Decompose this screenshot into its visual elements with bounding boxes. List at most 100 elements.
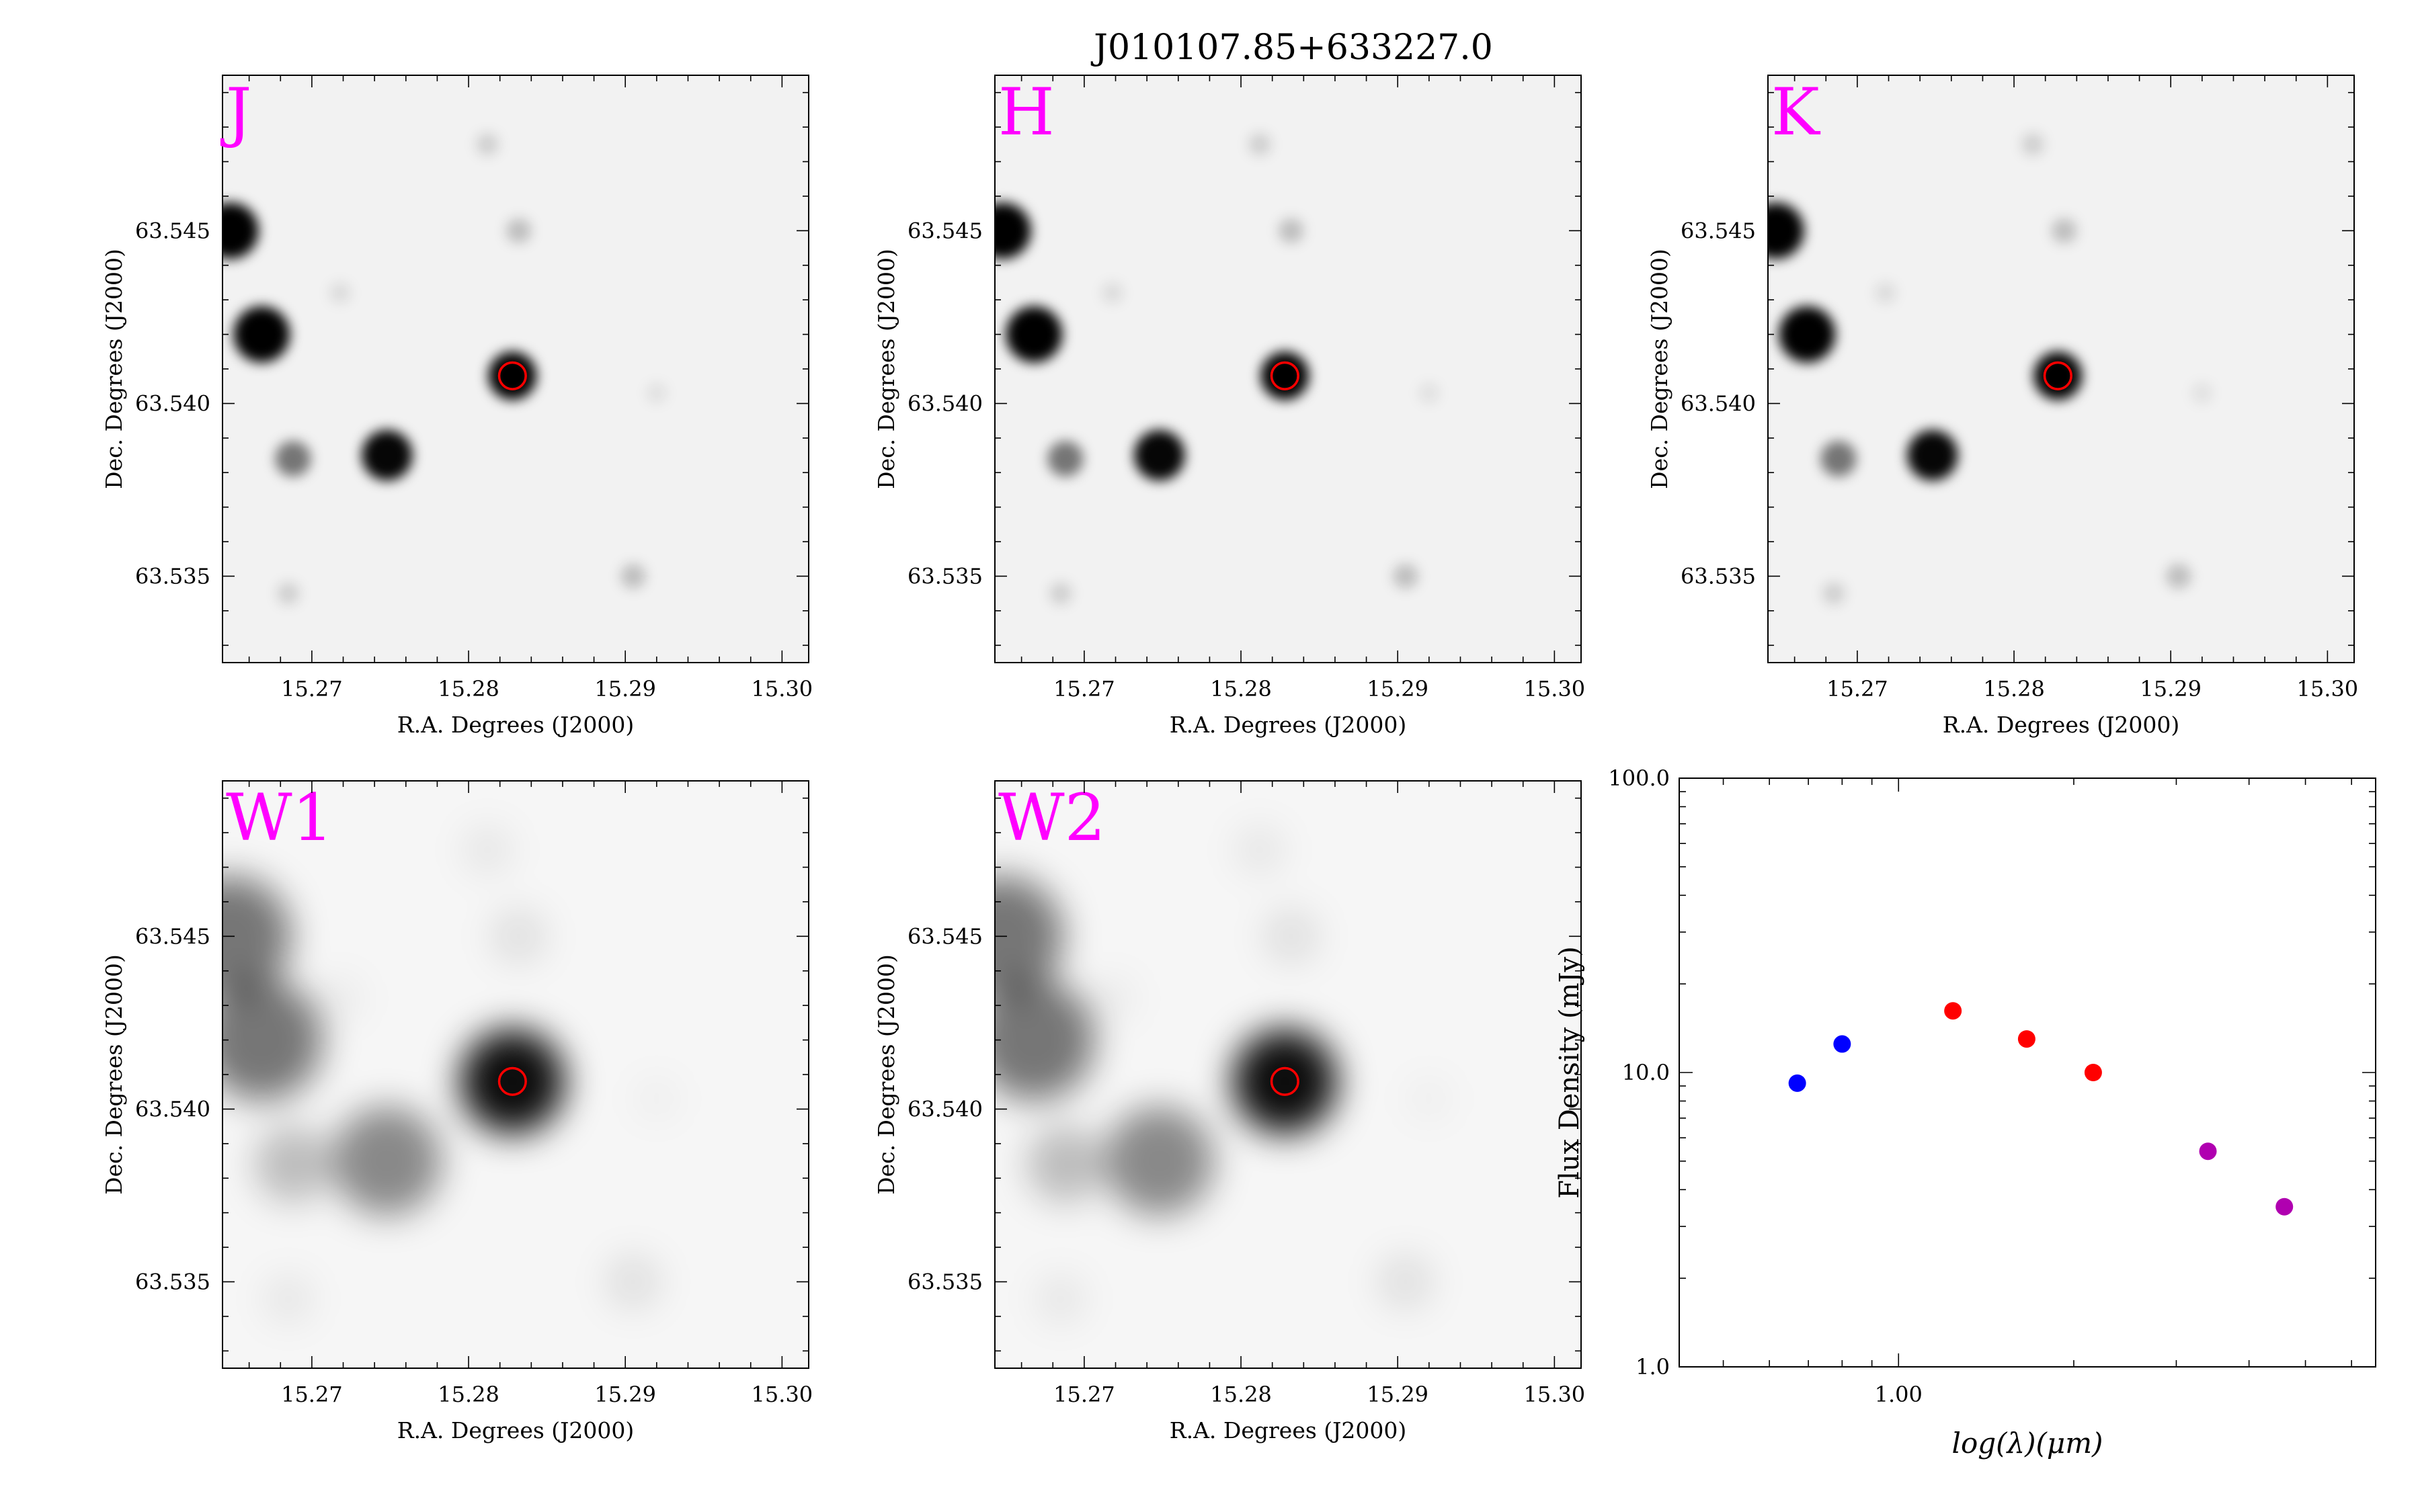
source-blob <box>223 979 323 1101</box>
band-label: W2 <box>998 780 1106 855</box>
source-blob <box>1104 1106 1214 1216</box>
source-blob <box>362 429 413 481</box>
source-blob <box>1234 825 1285 876</box>
source-blob <box>1101 282 1124 304</box>
source-blob <box>995 979 1095 1101</box>
sed-x-axis-label: log(λ)(μm) <box>1952 1427 2103 1460</box>
target-marker <box>2043 361 2072 390</box>
source-blob <box>1134 429 1185 481</box>
x-tick-label: 15.28 <box>438 1382 499 1407</box>
x-tick-label: 15.27 <box>281 676 343 702</box>
x-tick-label: 15.28 <box>438 676 499 702</box>
source-blob <box>1378 1254 1433 1310</box>
y-axis-label: Dec. Degrees (J2000) <box>873 954 899 1195</box>
sed-series-0 <box>1788 1035 1851 1092</box>
source-blob <box>2033 351 2083 401</box>
x-tick-label: 15.27 <box>281 1382 343 1407</box>
source-blob <box>1232 1029 1338 1134</box>
source-blob <box>646 382 668 404</box>
x-tick-label: 15.30 <box>1524 1382 1586 1407</box>
x-tick-label: 15.27 <box>1053 676 1115 702</box>
source-blob <box>1822 581 1846 605</box>
sed-x-tick-label: 1.00 <box>1875 1382 1923 1407</box>
source-blob <box>995 202 1031 259</box>
x-axis-label: R.A. Degrees (J2000) <box>397 712 634 738</box>
y-tick-label: 63.540 <box>908 1096 983 1122</box>
source-blob <box>606 1254 661 1310</box>
sky-image <box>223 132 668 605</box>
source-blob <box>1049 581 1073 605</box>
sed-point <box>2084 1064 2102 1081</box>
y-axis-label: Dec. Degrees (J2000) <box>1646 249 1672 489</box>
source-blob <box>2165 563 2191 589</box>
y-tick-label: 63.535 <box>908 563 983 589</box>
sed-chart: 1.0 10.0 100.0 1.00 log(λ)(μm) Flux Density (… <box>1554 765 2376 1460</box>
source-blob <box>1006 306 1063 363</box>
source-blob <box>1768 202 1804 259</box>
source-blob <box>1907 429 1958 481</box>
x-tick-label: 15.29 <box>2140 676 2202 702</box>
source-blob <box>329 282 352 304</box>
x-axis-label: R.A. Degrees (J2000) <box>1943 712 2179 738</box>
y-tick-label: 63.545 <box>908 218 983 243</box>
source-blob <box>1263 909 1319 964</box>
source-blob <box>223 202 259 259</box>
band-label: K <box>1771 75 1821 150</box>
source-blob <box>1779 306 1836 363</box>
y-tick-label: 63.535 <box>135 563 210 589</box>
x-tick-label: 15.27 <box>1826 676 1888 702</box>
y-tick-label: 63.540 <box>1681 390 1756 416</box>
source-blob <box>1820 441 1857 477</box>
panel-h: H 15.27 15.28 15.29 15.30 63.535 63.540 63.545 R… <box>873 75 1585 738</box>
source-blob <box>1418 382 1440 404</box>
x-tick-label: 15.30 <box>752 676 813 702</box>
sed-point <box>1788 1074 1806 1092</box>
source-blob <box>276 581 300 605</box>
source-blob <box>1278 218 1304 244</box>
source-blob <box>1260 351 1309 401</box>
sed-y-tick-label: 100.0 <box>1608 765 1670 791</box>
target-marker <box>497 1066 527 1096</box>
sed-point <box>2017 1030 2035 1048</box>
source-blob <box>2051 218 2077 244</box>
source-blob <box>634 1076 679 1121</box>
target-marker <box>497 361 527 390</box>
target-marker <box>1270 1066 1299 1096</box>
source-blob <box>1026 1126 1104 1203</box>
x-tick-label: 15.29 <box>1367 676 1428 702</box>
source-blob <box>1047 441 1084 477</box>
x-axis-label: R.A. Degrees (J2000) <box>1170 1417 1406 1443</box>
source-blob <box>1248 132 1272 157</box>
panel-k: K 15.27 15.28 15.29 15.30 63.535 63.540 63.545 R… <box>1646 75 2358 738</box>
source-blob <box>332 1106 442 1216</box>
x-tick-label: 15.28 <box>1983 676 2045 702</box>
y-tick-label: 63.545 <box>1681 218 1756 243</box>
sed-point <box>1944 1002 1962 1020</box>
source-blob <box>233 306 290 363</box>
source-blob <box>1089 975 1136 1022</box>
source-blob <box>275 441 311 477</box>
source-blob <box>1035 1273 1086 1325</box>
x-tick-label: 15.30 <box>1524 676 1586 702</box>
x-tick-label: 15.30 <box>2297 676 2359 702</box>
sed-frame <box>1679 778 2376 1368</box>
sed-series-2 <box>2199 1142 2294 1216</box>
source-blob <box>488 351 537 401</box>
y-axis-label: Dec. Degrees (J2000) <box>101 954 127 1195</box>
source-blob <box>254 1126 331 1203</box>
sed-point <box>1833 1035 1851 1053</box>
source-blob <box>620 563 646 589</box>
x-tick-label: 15.28 <box>1210 1382 1272 1407</box>
source-blob <box>995 876 1063 997</box>
source-blob <box>475 132 499 157</box>
target-marker <box>1270 361 1299 390</box>
y-axis-label: Dec. Degrees (J2000) <box>101 249 127 489</box>
sed-y-axis-label: Flux Density (mJy) <box>1554 946 1585 1199</box>
x-tick-label: 15.29 <box>1367 1382 1428 1407</box>
x-tick-label: 15.27 <box>1053 1382 1115 1407</box>
panel-j: J15.27 15.28 15.29 15.3063.53563.54063.545R… <box>101 75 813 738</box>
source-blob <box>223 876 291 997</box>
sed-point <box>2199 1142 2217 1161</box>
sed-y-tick-label: 1.0 <box>1636 1354 1670 1380</box>
x-tick-label: 15.28 <box>1210 676 1272 702</box>
